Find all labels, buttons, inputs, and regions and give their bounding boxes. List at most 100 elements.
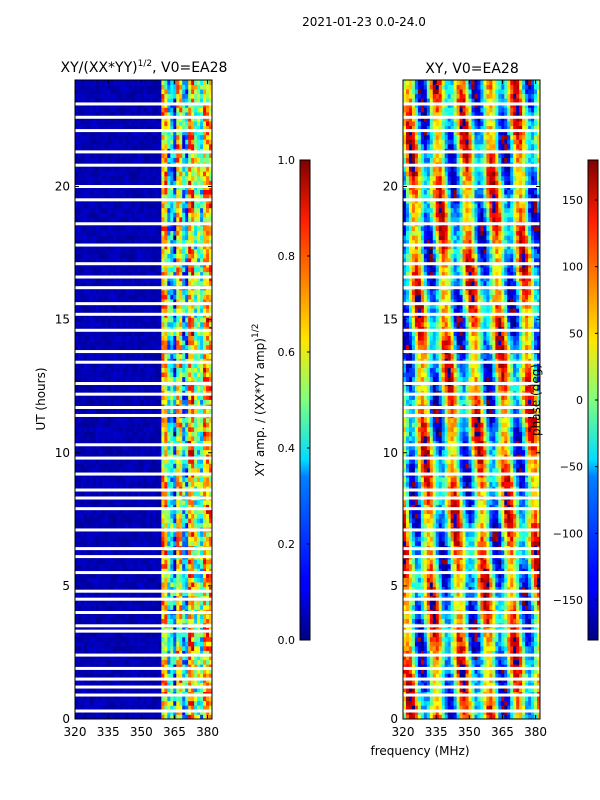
amplitude-cell — [200, 258, 204, 263]
amplitude-cell — [209, 586, 213, 592]
amplitude-cell — [137, 591, 141, 597]
amplitude-cell — [206, 600, 210, 606]
amplitude-cell — [179, 445, 183, 451]
amplitude-cell — [125, 226, 130, 232]
amplitude-cell — [131, 276, 135, 282]
amplitude-cell — [98, 431, 103, 437]
amplitude-cell — [113, 513, 118, 519]
amplitude-cell — [200, 659, 204, 665]
amplitude-cell — [149, 604, 153, 610]
amplitude-cell — [167, 559, 171, 565]
amplitude-cell — [92, 372, 97, 378]
amplitude-cell — [179, 618, 183, 624]
amplitude-cell — [116, 604, 121, 610]
amplitude-cell — [92, 509, 97, 514]
amplitude-cell — [158, 632, 162, 638]
amplitude-cell — [122, 540, 127, 546]
amplitude-cell — [125, 582, 130, 588]
amplitude-cell — [95, 276, 100, 282]
amplitude-cell — [134, 467, 138, 473]
amplitude-cell — [152, 477, 156, 483]
amplitude-cell — [113, 463, 118, 469]
amplitude-cell — [116, 572, 121, 578]
amplitude-cell — [134, 408, 138, 414]
amplitude-cell — [149, 600, 153, 606]
amplitude-cell — [182, 408, 186, 414]
amplitude-cell — [143, 563, 147, 569]
amplitude-cell — [170, 230, 174, 236]
amplitude-cell — [89, 614, 94, 619]
amplitude-cell — [95, 650, 100, 656]
amplitude-cell — [140, 436, 144, 441]
amplitude-cell — [137, 353, 141, 359]
amplitude-cell — [107, 577, 112, 583]
amplitude-cell — [89, 540, 94, 546]
amplitude-cell — [119, 582, 124, 588]
amplitude-cell — [80, 490, 85, 496]
amplitude-cell — [75, 258, 79, 263]
amplitude-cell — [107, 367, 112, 373]
amplitude-cell — [95, 385, 100, 391]
amplitude-cell — [206, 463, 210, 469]
amplitude-cell — [200, 372, 204, 378]
amplitude-cell — [89, 636, 94, 642]
amplitude-cell — [194, 531, 198, 537]
amplitude-cell — [110, 248, 115, 254]
amplitude-cell — [110, 636, 115, 642]
amplitude-cell — [140, 568, 144, 574]
amplitude-cell — [95, 705, 100, 711]
amplitude-cell — [200, 490, 204, 496]
amplitude-cell — [131, 614, 135, 619]
amplitude-cell — [152, 299, 156, 305]
amplitude-cell — [116, 467, 121, 473]
amplitude-cell — [173, 344, 177, 350]
amplitude-cell — [152, 230, 156, 236]
amplitude-cell — [200, 317, 204, 323]
amplitude-cell — [197, 591, 201, 597]
amplitude-cell — [92, 714, 97, 720]
amplitude-cell — [77, 239, 82, 245]
amplitude-cell — [176, 582, 180, 588]
amplitude-cell — [131, 645, 135, 651]
amplitude-cell — [194, 258, 198, 263]
amplitude-cell — [95, 582, 100, 588]
amplitude-cell — [131, 340, 135, 346]
amplitude-cell — [146, 518, 150, 524]
amplitude-cell — [173, 248, 177, 254]
amplitude-cell — [131, 353, 135, 359]
amplitude-cell — [101, 582, 106, 588]
amplitude-cell — [158, 299, 162, 305]
amplitude-cell — [200, 294, 204, 300]
amplitude-cell — [149, 394, 153, 400]
amplitude-cell — [86, 267, 91, 273]
amplitude-cell — [98, 522, 103, 528]
amplitude-cell — [77, 426, 82, 432]
amplitude-cell — [137, 271, 141, 277]
amplitude-cell — [173, 239, 177, 245]
amplitude-cell — [167, 687, 171, 693]
amplitude-cell — [149, 714, 153, 720]
amplitude-cell — [158, 499, 162, 505]
amplitude-cell — [146, 308, 150, 314]
amplitude-cell — [86, 276, 91, 282]
amplitude-cell — [164, 577, 168, 583]
amplitude-cell — [203, 586, 207, 592]
amplitude-cell — [164, 308, 168, 314]
amplitude-cell — [101, 445, 106, 451]
amplitude-cell — [113, 522, 118, 528]
amplitude-cell — [164, 550, 168, 556]
amplitude-cell — [98, 331, 103, 336]
amplitude-cell — [167, 467, 171, 473]
amplitude-cell — [75, 367, 79, 373]
amplitude-cell — [182, 426, 186, 432]
amplitude-cell — [101, 664, 106, 670]
amplitude-cell — [75, 614, 79, 619]
amplitude-cell — [176, 696, 180, 702]
amplitude-cell — [140, 258, 144, 263]
amplitude-cell — [113, 321, 118, 327]
amplitude-cell — [140, 385, 144, 391]
amplitude-cell — [104, 267, 109, 273]
amplitude-cell — [140, 458, 144, 464]
amplitude-cell — [209, 408, 213, 414]
amplitude-cell — [98, 645, 103, 651]
